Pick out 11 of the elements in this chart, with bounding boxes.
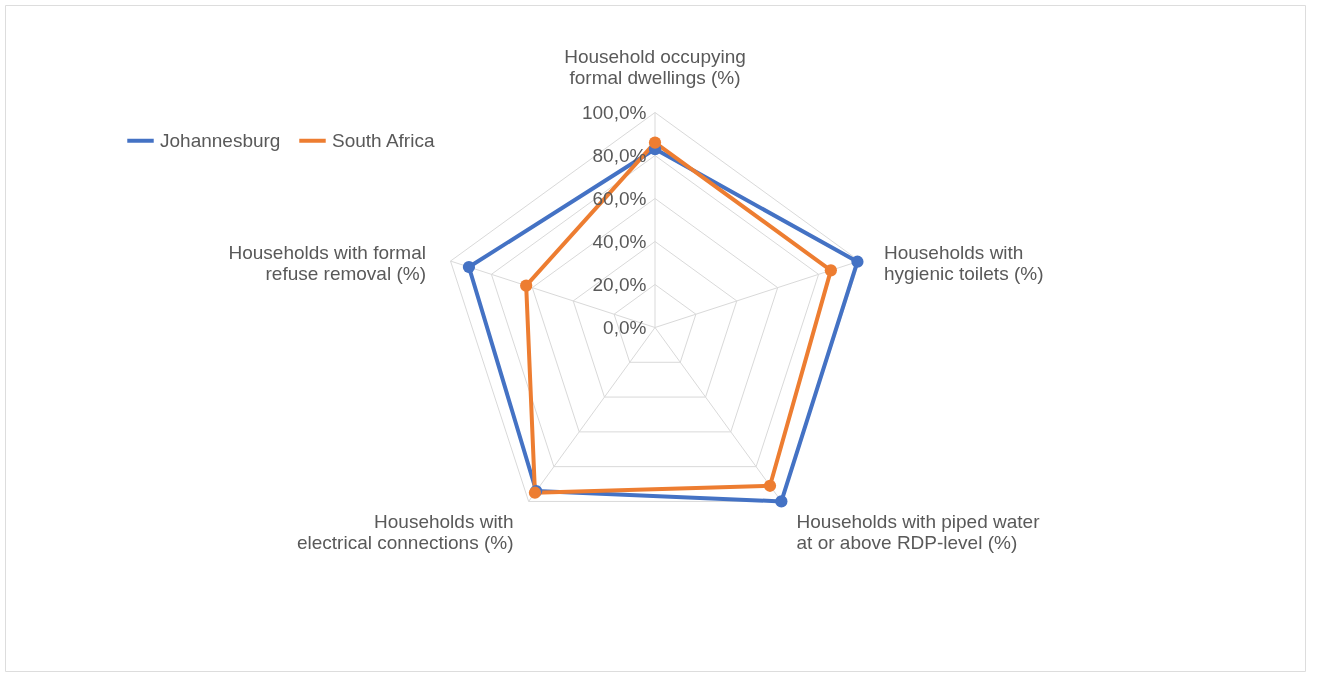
y-tick-label: 100,0%: [581, 101, 647, 123]
spoke-label: Households with formal refuse removal (%): [228, 242, 426, 285]
y-tick-label: 20,0%: [592, 273, 647, 295]
spoke-label: Households with hygienic toilets (%): [884, 242, 1044, 285]
legend-label: South Africa: [332, 129, 435, 151]
spoke-label: Households with piped water at or above RDP-level (%): [796, 511, 1041, 554]
y-tick-label: 40,0%: [592, 230, 647, 252]
spoke-label: Households with electrical connections (%): [296, 511, 514, 554]
legend-label: Johannesburg: [160, 129, 281, 151]
y-tick-label: 0,0%: [603, 316, 647, 338]
spoke-label: Household occupying formal dwellings (%): [564, 45, 746, 88]
